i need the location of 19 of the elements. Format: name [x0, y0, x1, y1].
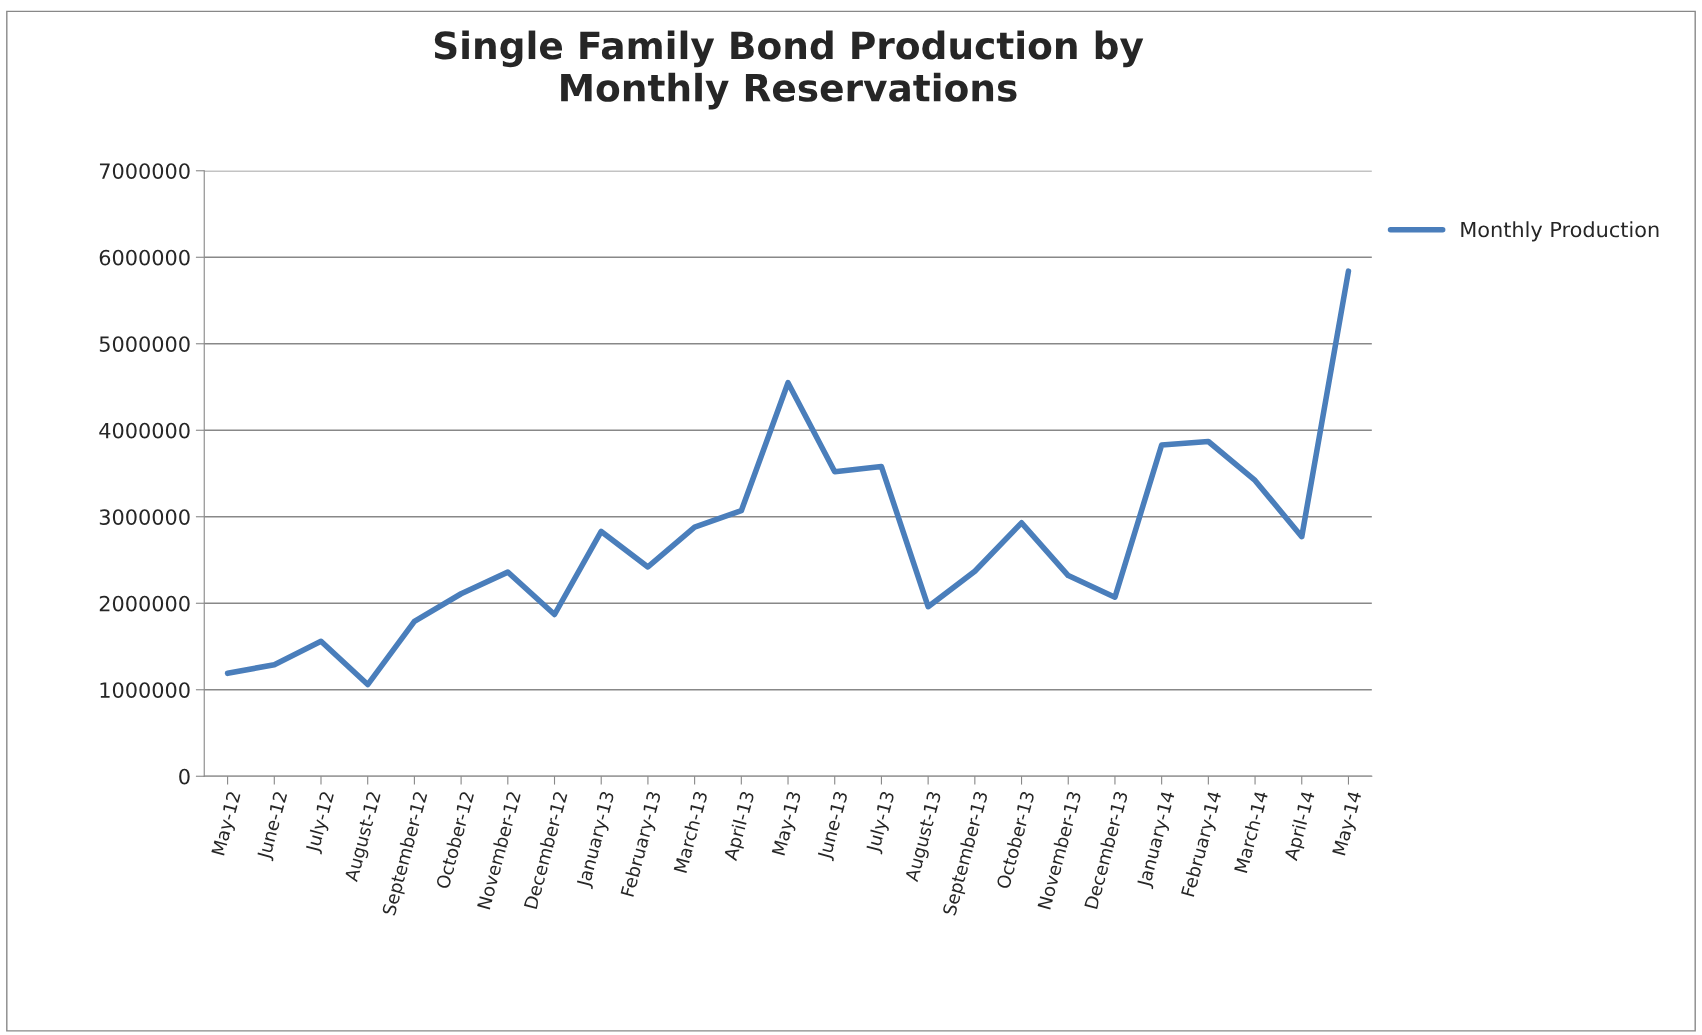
x-tick-label: May-14: [1332, 790, 1366, 857]
y-tick-label: 4000000: [99, 422, 190, 439]
y-tick-label: 7000000: [99, 163, 190, 179]
y-tick-label: 0: [179, 768, 190, 785]
x-tick-label: May-13: [771, 790, 805, 857]
y-tick-label: 6000000: [99, 249, 190, 266]
legend-label: Monthly Production: [1461, 221, 1659, 242]
x-tick-label: May-12: [211, 791, 244, 857]
x-tick-label: June-12: [256, 791, 291, 862]
chart-title: Single Family Bond Production by Monthly Reservations: [434, 30, 1144, 110]
x-tick-label: July-12: [304, 791, 338, 855]
x-tick-label: April-13: [723, 790, 758, 863]
y-tick-label: 3000000: [99, 509, 190, 525]
y-tick-label: 2000000: [99, 595, 190, 612]
x-tick-label: June-13: [816, 790, 852, 862]
x-tick-label: July-13: [865, 790, 898, 855]
x-tick-label: April-14: [1283, 790, 1319, 863]
y-tick-label: 5000000: [99, 336, 190, 352]
y-tick-label: 1000000: [100, 682, 190, 698]
